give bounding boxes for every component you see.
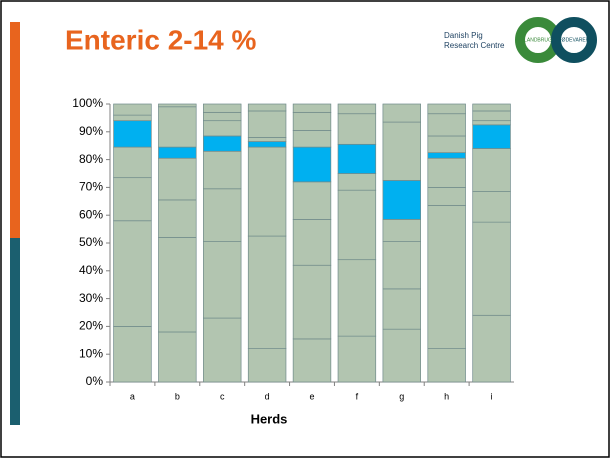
bar-segment xyxy=(472,124,511,149)
bar-segment xyxy=(472,221,511,316)
bar-segment xyxy=(247,146,287,237)
bar-segment xyxy=(382,219,421,242)
bar-segment xyxy=(427,187,466,206)
accent-teal xyxy=(10,238,20,425)
bar-segment xyxy=(292,338,332,383)
bar-segment xyxy=(158,331,197,383)
bar-segment xyxy=(247,137,287,142)
slide-title: Enteric 2-14 % xyxy=(65,24,257,55)
bar-segment xyxy=(113,326,152,383)
bar-segment xyxy=(472,314,511,383)
y-tick-label: 60% xyxy=(79,207,103,221)
accent-orange xyxy=(10,22,20,238)
bar-segment xyxy=(427,348,466,383)
bar-segment xyxy=(382,241,421,290)
bar-segment xyxy=(158,157,197,201)
x-tick-label: c xyxy=(220,391,225,401)
y-tick-label: 100% xyxy=(72,96,103,110)
bar-segment xyxy=(427,205,466,349)
y-tick-label: 20% xyxy=(79,319,103,333)
bar-segment xyxy=(247,235,287,349)
bar-segment xyxy=(382,121,421,181)
bar-segment xyxy=(203,135,242,152)
bar-segment xyxy=(203,241,242,319)
logo-ring-text: FØDEVARER xyxy=(559,37,590,43)
x-tick-label: g xyxy=(399,391,404,401)
x-tick-label: b xyxy=(175,391,180,401)
bar-segment xyxy=(292,111,332,131)
bar-segment xyxy=(427,157,466,188)
bar-segment xyxy=(158,237,197,333)
bar-segment xyxy=(292,264,332,340)
bar-segment xyxy=(158,146,197,159)
bar-segment xyxy=(337,259,377,337)
x-axis-label: Herds xyxy=(251,411,288,426)
bar-segment xyxy=(472,110,511,122)
bar-segment xyxy=(382,288,421,330)
y-tick-label: 70% xyxy=(79,180,103,194)
bar-segment xyxy=(247,103,287,112)
logo-ring xyxy=(551,17,597,63)
bar-segment xyxy=(472,191,511,223)
y-tick-label: 40% xyxy=(79,263,103,277)
bar-segment xyxy=(247,141,287,148)
bar-segment xyxy=(158,199,197,238)
bar-segment xyxy=(427,152,466,159)
bar-segment xyxy=(203,188,242,242)
x-tick-label: h xyxy=(444,391,449,401)
bar-segment xyxy=(382,103,421,123)
bar-segment xyxy=(113,120,152,148)
bar-segment xyxy=(203,103,242,113)
bar-segment xyxy=(292,103,332,113)
bar-segment xyxy=(382,180,421,220)
y-tick-label: 90% xyxy=(79,124,103,138)
bar-segment xyxy=(337,103,377,115)
x-tick-label: a xyxy=(130,391,135,401)
bar-segment xyxy=(337,189,377,261)
bar-segment xyxy=(113,220,152,327)
bar-segment xyxy=(337,335,377,383)
y-tick-label: 30% xyxy=(79,291,103,305)
y-tick-label: 50% xyxy=(79,235,103,249)
bar-segment xyxy=(203,120,242,137)
bar-segment xyxy=(382,328,421,383)
bar-segment xyxy=(427,103,466,115)
x-tick-label: f xyxy=(356,391,359,401)
bar-segment xyxy=(113,103,152,116)
logo-text: Research Centre xyxy=(444,41,505,50)
bar-segment xyxy=(472,103,511,112)
logo-text: Danish Pig xyxy=(444,31,483,40)
bar-segment xyxy=(337,143,377,174)
bar-segment xyxy=(337,173,377,191)
bar-segment xyxy=(203,317,242,383)
y-tick-label: 80% xyxy=(79,152,103,166)
bar-segment xyxy=(113,114,152,122)
bar-segment xyxy=(292,181,332,220)
bar-segment xyxy=(203,150,242,190)
bar-segment xyxy=(427,135,466,154)
bar-segment xyxy=(247,348,287,383)
x-tick-label: d xyxy=(265,391,270,401)
bar-segment xyxy=(203,111,242,122)
bar-segment xyxy=(113,177,152,222)
bar-segment xyxy=(158,103,197,108)
bar-segment xyxy=(247,110,287,138)
x-tick-label: i xyxy=(491,391,493,401)
bar-segment xyxy=(337,113,377,145)
x-tick-label: e xyxy=(309,391,314,401)
y-tick-label: 0% xyxy=(86,374,104,388)
bar-segment xyxy=(113,146,152,179)
bar-segment xyxy=(472,148,511,192)
bar-segment xyxy=(292,130,332,148)
bar-segment xyxy=(292,219,332,266)
y-tick-label: 10% xyxy=(79,346,103,360)
bar-segment xyxy=(292,146,332,183)
bar-segment xyxy=(158,106,197,148)
bar-segment xyxy=(427,113,466,137)
logo-ring-text: LANDBRUG xyxy=(524,37,552,43)
bar-segment xyxy=(472,120,511,126)
